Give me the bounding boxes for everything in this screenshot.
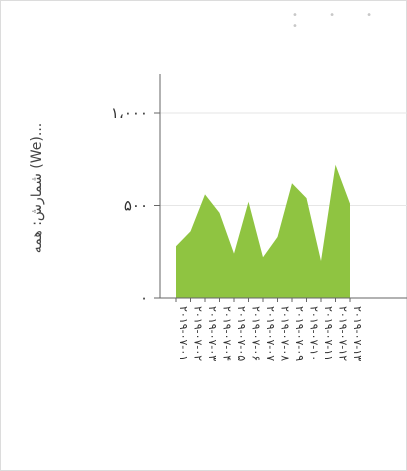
x-tick-label: ۲۰۱۹-۰۷-۰۹ bbox=[293, 306, 306, 361]
x-tick-label: ۲۰۱۹-۰۷-۰۴ bbox=[221, 306, 234, 361]
x-tick-label: ۲۰۱۹-۰۷-۰۳ bbox=[206, 306, 219, 361]
panel-menu-dots[interactable]: • • • • bbox=[292, 10, 387, 32]
y-axis-label: شمارش: همه (We)... bbox=[29, 122, 45, 254]
x-tick-label: ۲۰۱۹-۰۷-۱۲ bbox=[337, 306, 350, 361]
x-tick-label: ۲۰۱۹-۰۷-۱۰ bbox=[308, 306, 321, 361]
x-tick-label: ۲۰۱۹-۰۷-۰۱ bbox=[177, 306, 190, 361]
x-axis: ۲۰۱۹-۰۷-۰۱ ۲۰۱۹-۰۷-۰۲ ۲۰۱۹-۰۷-۰۳ ۲۰۱۹-۰۷-۰۴… bbox=[175, 298, 364, 361]
area-series bbox=[175, 164, 351, 298]
y-tick-label: ۰ bbox=[140, 289, 148, 307]
x-tick-label: ۲۰۱۹-۰۷-۱۳ bbox=[351, 306, 364, 361]
y-axis: ۰ ۵۰۰ ۱،۰۰۰ bbox=[111, 74, 407, 307]
y-tick-label: ۵۰۰ bbox=[124, 197, 148, 215]
x-tick-label: ۲۰۱۹-۰۷-۰۷ bbox=[264, 306, 277, 361]
y-tick-label: ۱،۰۰۰ bbox=[111, 104, 148, 122]
x-tick-label: ۲۰۱۹-۰۷-۰۲ bbox=[192, 306, 205, 361]
gridlines bbox=[160, 112, 407, 206]
area-fill bbox=[176, 164, 350, 298]
x-tick-label: ۲۰۱۹-۰۷-۱۱ bbox=[322, 306, 335, 361]
x-tick-label: ۲۰۱۹-۰۷-۰۶ bbox=[250, 306, 263, 361]
x-tick-label: ۲۰۱۹-۰۷-۰۵ bbox=[235, 306, 248, 361]
x-tick-label: ۲۰۱۹-۰۷-۰۸ bbox=[279, 306, 292, 361]
